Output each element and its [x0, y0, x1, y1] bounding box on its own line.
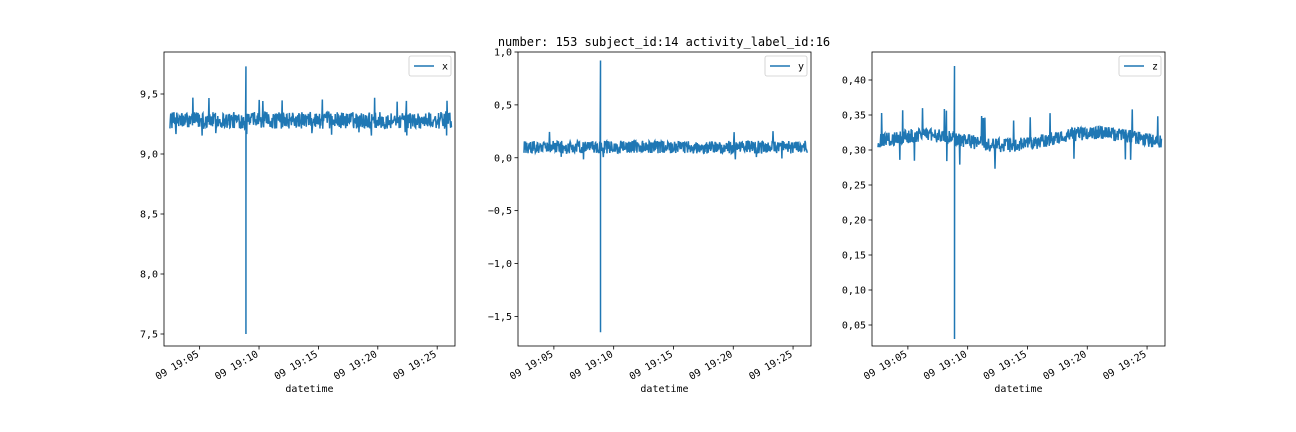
y-tick-label: −1,0 — [488, 259, 512, 270]
x-tick-label: 09 19:15 — [628, 349, 675, 383]
panel-1: 7,5 8,0 8,5 9,0 9,5 09 19:05 09 19:10 09 19:15 0… — [140, 51, 456, 395]
y-tick-label: 9,0 — [140, 150, 158, 161]
y-tick-label: 0,15 — [842, 251, 866, 262]
y-tick-label: 0,30 — [842, 146, 866, 157]
x-axis-label: datetime — [640, 384, 688, 395]
series-line-y — [523, 60, 809, 333]
x-tick-label: 09 19:15 — [982, 349, 1029, 383]
panel-2: −1,5 −1,0 −0,5 0,0 0,5 1,0 09 19:05 09 19:10 09 … — [488, 48, 812, 395]
x-tick-label: 09 19:05 — [508, 349, 555, 383]
x-tick-label: 09 19:05 — [154, 349, 201, 383]
y-tick-label: 0,5 — [494, 100, 512, 111]
x-tick-label: 09 19:10 — [213, 349, 260, 383]
x-tick-label: 09 19:25 — [391, 349, 438, 383]
y-tick-label: 8,5 — [140, 210, 158, 221]
plot-area — [872, 52, 1165, 346]
series-line-x — [169, 66, 453, 334]
legend-entry-x: x — [442, 62, 448, 73]
y-tick-label: 0,10 — [842, 286, 866, 297]
legend-entry-y: y — [798, 62, 804, 73]
y-tick-label: 9,5 — [140, 90, 158, 101]
x-axis-label: datetime — [285, 384, 333, 395]
x-tick-label: 09 19:25 — [747, 349, 794, 383]
x-tick-label: 09 19:20 — [332, 349, 379, 383]
x-tick-label: 09 19:20 — [688, 349, 735, 383]
y-tick-label: 8,0 — [140, 270, 158, 281]
x-tick-label: 09 19:10 — [922, 349, 969, 383]
panel-3: 0,05 0,10 0,15 0,20 0,25 0,30 0,35 0,40 09 19:05… — [842, 51, 1166, 395]
y-tick-label: 0,20 — [842, 216, 866, 227]
y-tick-label: 0,40 — [842, 76, 866, 87]
y-tick-label: 1,0 — [494, 48, 512, 59]
y-tick-label: 0,05 — [842, 321, 866, 332]
y-tick-label: −1,5 — [488, 312, 512, 323]
legend-entry-z: z — [1152, 62, 1158, 73]
axes-frame — [871, 51, 1166, 347]
y-tick-label: 7,5 — [140, 330, 158, 341]
legend: z — [1118, 55, 1162, 77]
legend: y — [764, 55, 808, 77]
y-tick-label: −0,5 — [488, 206, 512, 217]
x-tick-label: 09 19:05 — [862, 349, 909, 383]
chart-title: number: 153 subject_id:14 activity_label… — [498, 35, 830, 49]
axes-frame — [517, 51, 812, 347]
plot-area — [518, 52, 811, 346]
x-axis-label: datetime — [994, 384, 1042, 395]
x-tick-label: 09 19:15 — [273, 349, 320, 383]
legend: x — [408, 55, 452, 77]
plot-area — [164, 52, 455, 346]
series-line-z — [877, 65, 1163, 339]
x-tick-label: 09 19:10 — [568, 349, 615, 383]
x-tick-label: 09 19:20 — [1042, 349, 1089, 383]
y-tick-label: 0,0 — [494, 153, 512, 164]
y-tick-label: 0,35 — [842, 111, 866, 122]
x-tick-label: 09 19:25 — [1101, 349, 1148, 383]
y-tick-label: 0,25 — [842, 181, 866, 192]
axes-frame — [163, 51, 456, 347]
